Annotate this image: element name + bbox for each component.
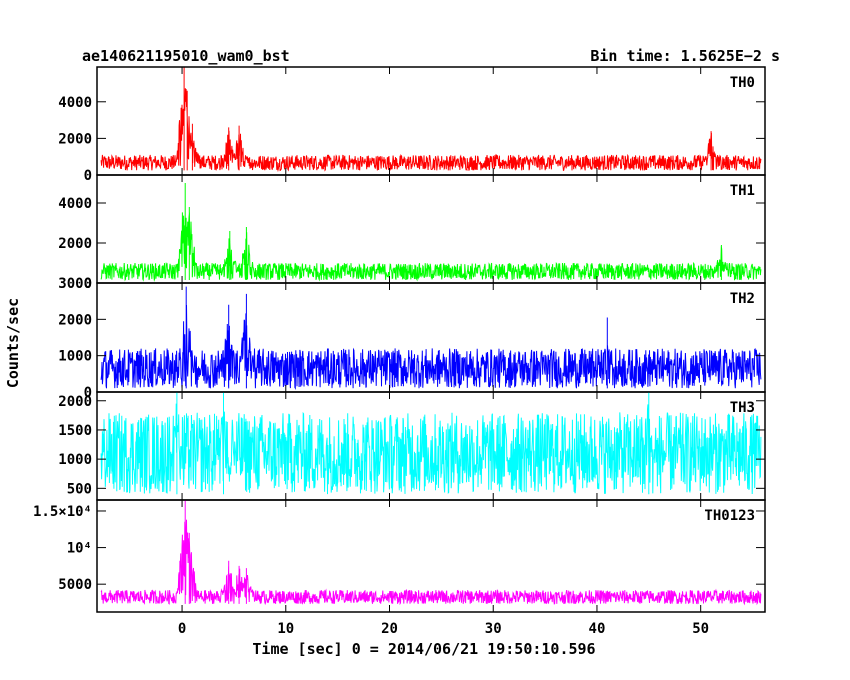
panel-th1: 0 2000 4000 TH1 [58, 174, 766, 292]
x-tick-label: 10 [277, 621, 294, 637]
y-tick-label: 4000 [58, 196, 92, 212]
y-tick-label: 500 [67, 481, 92, 497]
panel-th3: 500 1000 1500 2000 TH3 [58, 391, 766, 501]
panels-group: 020004000TH0020004000TH10100020003000TH2… [33, 66, 766, 613]
bin-time-label: Bin time: 1.5625E−2 s [590, 47, 780, 65]
panel-label: TH0123 [704, 508, 755, 524]
y-tick-label: 2000 [58, 394, 92, 410]
chart-title: ae140621195010_wam0_bst [82, 47, 290, 65]
panel-frame [96, 499, 766, 613]
x-tick-label: 50 [692, 621, 709, 637]
series-th2 [100, 286, 762, 391]
panel-th0123: 5000 10⁴ 1.5×10⁴ TH0123 [33, 499, 766, 613]
y-tick-label: 0 [84, 276, 92, 292]
y-tick-label: 3000 [58, 276, 92, 292]
y-tick-label: 1500 [58, 423, 92, 439]
series-th0 [100, 67, 762, 173]
x-axis: 0 10 20 30 40 50 [178, 621, 709, 637]
y-tick-label: 1000 [58, 349, 92, 365]
y-axis-label: Counts/sec [4, 298, 22, 388]
series-th0123 [100, 500, 762, 606]
y-tick-label: 10⁴ [67, 541, 92, 557]
y-tick-label: 2000 [58, 236, 92, 252]
x-axis-label: Time [sec] 0 = 2014/06/21 19:50:10.596 [252, 640, 595, 658]
y-tick-label: 1000 [58, 452, 92, 468]
x-tick-label: 30 [485, 621, 502, 637]
series-th1 [100, 183, 762, 282]
panel-label: TH0 [730, 75, 755, 91]
series-th3 [100, 392, 762, 495]
y-tick-label: 0 [84, 168, 92, 184]
y-tick-label: 4000 [58, 95, 92, 111]
panel-th2: 0 1000 2000 3000 TH2 [58, 276, 766, 401]
y-tick-label: 5000 [58, 577, 92, 593]
panel-label: TH2 [730, 291, 755, 307]
y-tick-label: 2000 [58, 312, 92, 328]
x-tick-label: 40 [589, 621, 606, 637]
y-tick-label: 0 [84, 385, 92, 401]
x-tick-label: 0 [178, 621, 186, 637]
y-tick-label: 2000 [58, 131, 92, 147]
y-tick-label: 1.5×10⁴ [33, 504, 92, 520]
panel-th0: 0 2000 4000 TH0 [58, 66, 766, 184]
x-tick-label: 20 [381, 621, 398, 637]
panel-label: TH1 [730, 183, 755, 199]
panel-label: TH3 [730, 400, 755, 416]
